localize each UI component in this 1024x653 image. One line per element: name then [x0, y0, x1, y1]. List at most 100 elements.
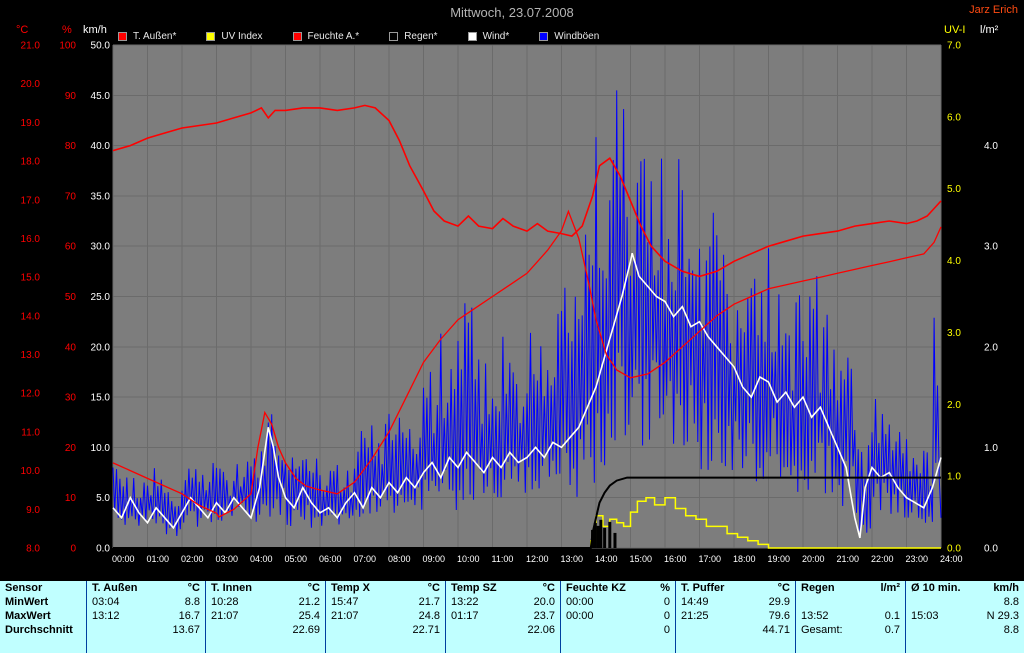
- cell-value: 8.8: [184, 596, 200, 608]
- series-uv-index: [113, 496, 941, 549]
- cell-value: 21.2: [298, 596, 320, 608]
- column-label: Sensor: [5, 582, 43, 594]
- temp-tick-label: 12.0: [21, 389, 41, 400]
- column-label: T. Innen: [211, 582, 252, 594]
- cell-value: 0.1: [884, 610, 900, 622]
- humidity-tick-label: 60: [65, 242, 77, 253]
- time-tick-label: 00:00: [112, 554, 135, 564]
- time-tick-label: 06:00: [319, 554, 342, 564]
- cell-time: 01:17: [451, 610, 479, 622]
- data-cell: 22.71: [325, 623, 445, 637]
- cell-value: 20.0: [533, 596, 555, 608]
- empty-cell: [445, 637, 560, 653]
- uv-axis-unit: UV-I: [944, 24, 966, 36]
- row-label-cell: Durchschnitt: [0, 623, 86, 637]
- wind-tick-label: 30.0: [91, 242, 111, 253]
- data-cell: [795, 595, 905, 609]
- cell-time: Durchschnitt: [5, 624, 73, 636]
- cell-time: 21:07: [211, 610, 239, 622]
- column-label: Ø 10 min.: [911, 582, 961, 594]
- temp-tick-label: 14.0: [21, 311, 41, 322]
- time-tick-label: 13:00: [561, 554, 584, 564]
- data-cell: 21:07 25.4: [205, 609, 325, 623]
- wind-tick-label: 50.0: [91, 41, 111, 52]
- column-label: T. Außen: [92, 582, 138, 594]
- uv-tick-label: 1.0: [947, 472, 961, 483]
- temp-tick-label: 8.0: [26, 544, 40, 555]
- weather-chart: 21.0 20.0 19.0 18.0 17.0 16.0 15.0 14.0 13.0 12.0…: [21, 41, 999, 565]
- cell-value: 22.06: [527, 624, 555, 636]
- data-cell: 21:07 24.8: [325, 609, 445, 623]
- time-tick-label: 04:00: [250, 554, 273, 564]
- humidity-tick-label: 40: [65, 342, 77, 353]
- series-regen-rate: [608, 521, 612, 548]
- humidity-tick-label: 10: [65, 493, 77, 504]
- header-cell: Sensor: [0, 581, 86, 595]
- cell-time: 15:47: [331, 596, 359, 608]
- cell-value: N 29.3: [986, 610, 1019, 622]
- series-regen-rate: [593, 522, 597, 548]
- data-cell: 03:04 8.8: [86, 595, 205, 609]
- humidity-axis-unit: %: [62, 24, 72, 36]
- cell-value: 8.8: [1003, 624, 1019, 636]
- column-unit: °C: [542, 582, 555, 594]
- column-label: Regen: [801, 582, 835, 594]
- time-tick-label: 18:00: [733, 554, 756, 564]
- cell-value: 8.8: [1003, 596, 1019, 608]
- cell-time: 14:49: [681, 596, 709, 608]
- data-cell: 15:03 N 29.3: [905, 609, 1024, 623]
- cell-time: 15:03: [911, 610, 939, 622]
- data-cell: 10:28 21.2: [205, 595, 325, 609]
- summary-table: Sensor T. Außen °C T. Innen °C Temp X °C Temp S…: [0, 581, 1024, 653]
- column-unit: %: [660, 582, 670, 594]
- column-label: Temp X: [331, 582, 370, 594]
- column-unit: °C: [307, 582, 320, 594]
- data-cell: 00:00 0: [560, 609, 675, 623]
- rain-tick-label: 2.0: [984, 342, 998, 353]
- humidity-tick-label: 30: [65, 393, 77, 404]
- data-cell: 0: [560, 623, 675, 637]
- cell-value: 24.8: [418, 610, 440, 622]
- wind-tick-label: 10.0: [91, 443, 111, 454]
- column-unit: l/m²: [880, 582, 900, 594]
- row-label-cell: MaxWert: [0, 609, 86, 623]
- time-tick-label: 01:00: [147, 554, 170, 564]
- cell-value: 0: [663, 610, 670, 622]
- header-cell: Temp SZ °C: [445, 581, 560, 595]
- cell-value: 23.7: [533, 610, 555, 622]
- cell-time: 13:52: [801, 610, 829, 622]
- temp-tick-label: 17.0: [21, 195, 41, 206]
- time-tick-label: 23:00: [906, 554, 929, 564]
- empty-cell: [0, 637, 86, 653]
- empty-cell: [205, 637, 325, 653]
- humidity-tick-label: 0: [70, 544, 76, 555]
- data-cell: 22.69: [205, 623, 325, 637]
- rain-axis-unit: l/m²: [980, 24, 999, 36]
- humidity-tick-label: 90: [65, 91, 77, 102]
- header-cell: Temp X °C: [325, 581, 445, 595]
- data-cell: 44.71: [675, 623, 795, 637]
- wind-tick-label: 0.0: [96, 544, 110, 555]
- cell-time: MaxWert: [5, 610, 51, 622]
- header-cell: T. Außen °C: [86, 581, 205, 595]
- time-tick-label: 17:00: [699, 554, 722, 564]
- time-tick-label: 05:00: [285, 554, 308, 564]
- data-cell: 13.67: [86, 623, 205, 637]
- temp-tick-label: 16.0: [21, 234, 41, 245]
- humidity-tick-label: 80: [65, 141, 77, 152]
- temp-tick-label: 18.0: [21, 157, 41, 168]
- series-regen-rate: [599, 519, 603, 548]
- cell-time: 00:00: [566, 596, 594, 608]
- cell-value: 22.69: [292, 624, 320, 636]
- cell-time: Gesamt:: [801, 624, 843, 636]
- time-tick-label: 15:00: [630, 554, 653, 564]
- cell-time: 10:28: [211, 596, 239, 608]
- time-tick-label: 03:00: [216, 554, 239, 564]
- wind-tick-label: 20.0: [91, 342, 111, 353]
- empty-cell: [795, 637, 905, 653]
- data-cell: Gesamt: 0.7: [795, 623, 905, 637]
- temp-tick-label: 20.0: [21, 79, 41, 90]
- data-cell: 13:22 20.0: [445, 595, 560, 609]
- column-unit: °C: [777, 582, 790, 594]
